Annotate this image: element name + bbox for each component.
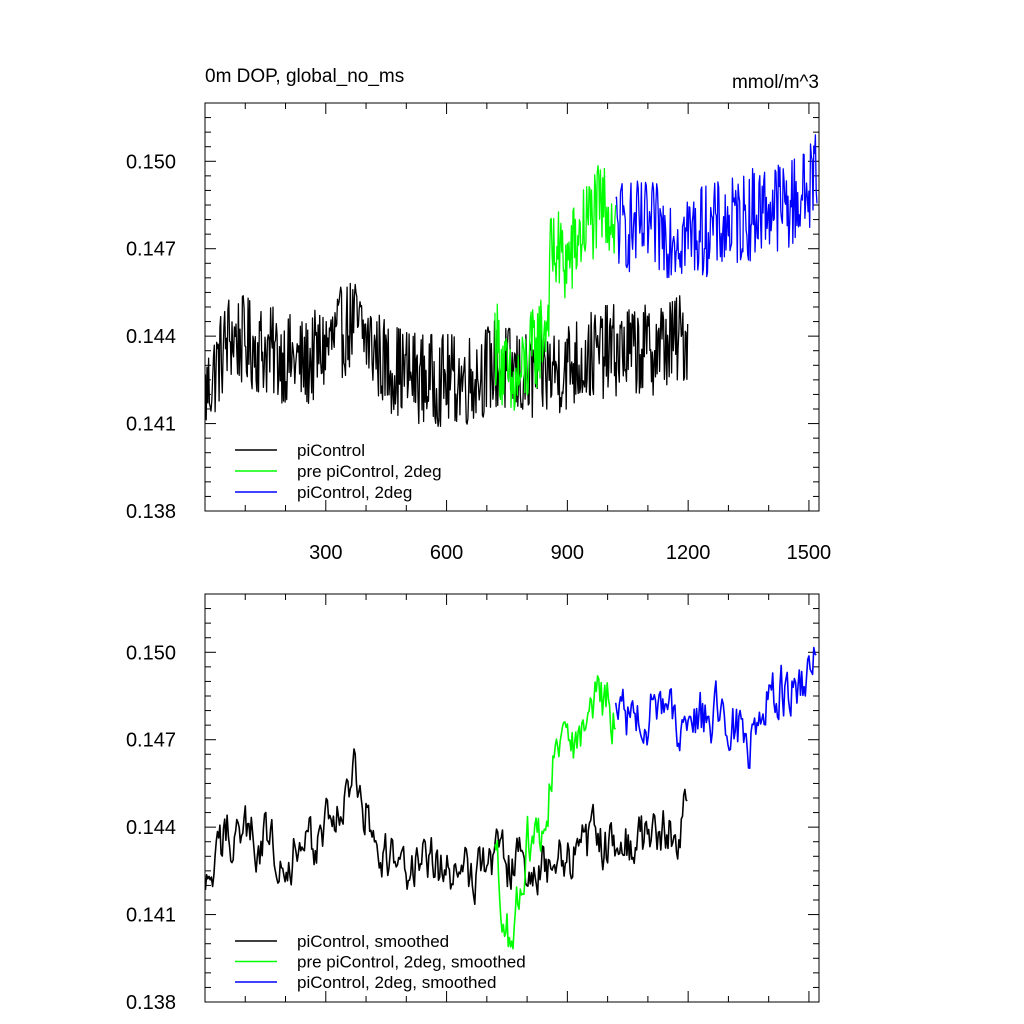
x-tick-label: 600	[430, 542, 463, 564]
legend-label: piControl, 2deg	[297, 483, 412, 502]
y-tick-label: 0.138	[126, 501, 176, 523]
top-x-tick-labels: 300 600 900 1200 1500	[309, 542, 831, 564]
legend-label: piControl, smoothed	[297, 932, 449, 951]
x-tick-label: 300	[309, 542, 342, 564]
bottom-panel: 0.138 0.141 0.144 0.147 0.150 piControl, smo…	[126, 593, 820, 1014]
top-y-tick-labels: 0.138 0.141 0.144 0.147 0.150	[126, 151, 176, 523]
series-line-picontrol	[204, 282, 689, 427]
x-tick-label: 1500	[787, 542, 832, 564]
y-tick-label: 0.138	[126, 992, 176, 1014]
series-line-picontrol-smoothed	[204, 748, 688, 906]
legend-label: piControl, 2deg, smoothed	[297, 973, 496, 992]
x-tick-label: 1200	[666, 542, 711, 564]
y-tick-label: 0.147	[126, 730, 176, 752]
top-legend: piControl pre piControl, 2deg piControl, 2…	[235, 441, 442, 502]
series-line-pre-picontrol-2deg	[494, 164, 617, 411]
top-plot-units: mmol/m^3	[732, 72, 819, 93]
series-line-picontrol-2deg	[615, 134, 818, 279]
top-panel: 0.138 0.141 0.144 0.147 0.150 300 600 900 1200 1…	[126, 66, 831, 564]
legend-label: piControl	[297, 441, 365, 460]
top-ticks	[205, 102, 819, 512]
top-plot-title: 0m DOP, global_no_ms	[205, 66, 404, 87]
bottom-series-lines	[204, 646, 817, 950]
y-tick-label: 0.150	[126, 151, 176, 173]
y-tick-label: 0.144	[126, 326, 176, 348]
legend-label: pre piControl, 2deg	[297, 462, 442, 481]
top-series-lines	[204, 134, 818, 427]
series-line-picontrol-2deg-smoothed	[614, 646, 817, 770]
y-tick-label: 0.147	[126, 239, 176, 261]
y-tick-label: 0.150	[126, 642, 176, 664]
bottom-legend: piControl, smoothed pre piControl, 2deg, …	[235, 932, 526, 992]
x-tick-label: 900	[551, 542, 584, 564]
y-tick-label: 0.141	[126, 414, 176, 436]
y-tick-label: 0.141	[126, 905, 176, 927]
series-line-pre-picontrol-2deg-smoothed	[494, 675, 617, 950]
y-tick-label: 0.144	[126, 817, 176, 839]
bottom-y-tick-labels: 0.138 0.141 0.144 0.147 0.150	[126, 642, 176, 1014]
legend-label: pre piControl, 2deg, smoothed	[297, 953, 526, 972]
